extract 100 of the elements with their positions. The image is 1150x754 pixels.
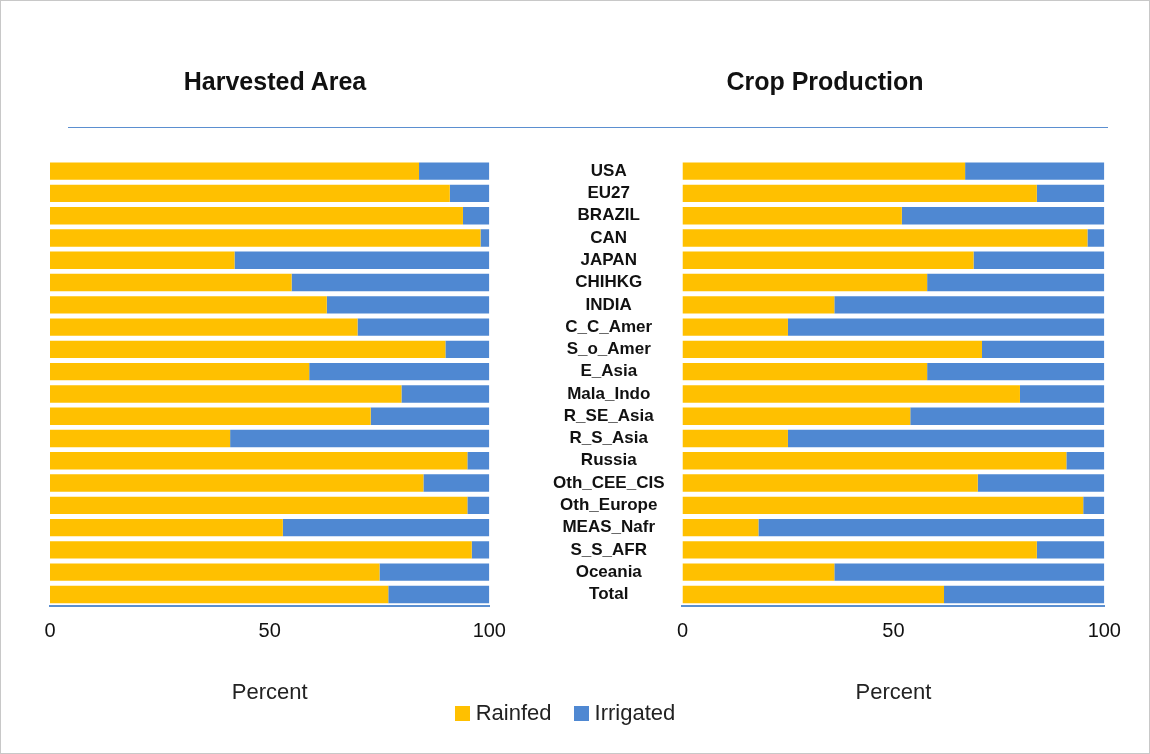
bar [467, 496, 490, 515]
bar [419, 162, 490, 180]
y-tick-label: E_Asia [580, 361, 638, 381]
bar [471, 541, 490, 559]
bar [682, 407, 911, 425]
y-tick-label: INDIA [585, 294, 632, 314]
x-tick-label: 0 [44, 619, 56, 642]
x-tick-label: 0 [676, 619, 689, 642]
bar [234, 251, 490, 269]
bar [50, 429, 231, 448]
bar [50, 585, 389, 604]
bar [834, 563, 1105, 581]
bar [682, 385, 1020, 403]
y-tick-label: CAN [590, 227, 628, 247]
bar [682, 362, 928, 381]
bar [50, 362, 310, 381]
legend-label: Rainfed [475, 700, 552, 726]
bar [682, 541, 1037, 559]
bar [50, 407, 371, 425]
bar [50, 496, 468, 515]
bar [309, 362, 490, 381]
bar [357, 318, 490, 336]
bar [682, 229, 1088, 247]
bar [50, 251, 235, 269]
bar [682, 563, 835, 581]
y-tick-label: Russia [580, 450, 638, 470]
bar [50, 162, 420, 180]
bar [50, 518, 283, 537]
y-tick-label: Oceania [575, 561, 643, 581]
y-tick-label: JAPAN [580, 249, 637, 269]
y-tick-label: Oth_Europe [560, 495, 658, 515]
bar [326, 296, 490, 314]
x-tick-label: 100 [472, 619, 506, 642]
y-tick-label: Mala_Indo [567, 383, 651, 403]
legend-label: Irrigated [594, 700, 676, 726]
bar [282, 518, 490, 537]
bar [1036, 184, 1105, 203]
bar [401, 385, 490, 403]
y-tick-label: S_o_Amer [566, 339, 652, 359]
bar [682, 518, 759, 537]
bar [910, 407, 1105, 425]
y-tick-label: BRAZIL [577, 205, 640, 225]
bar [682, 452, 1067, 470]
y-tick-label: R_S_Asia [569, 428, 649, 448]
bar [50, 340, 446, 359]
y-tick-label: Oth_CEE_CIS [552, 472, 665, 492]
bar [901, 207, 1105, 225]
bar [445, 340, 490, 359]
bar [379, 563, 490, 581]
bar [682, 474, 978, 492]
bar [834, 296, 1105, 314]
y-tick-label: USA [590, 160, 627, 180]
chart-title: Harvested Area [183, 66, 368, 95]
bar [944, 585, 1105, 604]
bar [965, 162, 1105, 180]
bar [682, 162, 966, 180]
bar [682, 184, 1037, 203]
x-tick-label: 100 [1087, 619, 1121, 642]
bar [230, 429, 490, 448]
y-tick-label: R_SE_Asia [563, 405, 655, 425]
bar [682, 318, 788, 336]
bar [50, 541, 472, 559]
bar [50, 229, 481, 247]
bar [480, 229, 490, 247]
bar [50, 273, 292, 292]
bar [370, 407, 490, 425]
bar [682, 340, 982, 359]
y-tick-label: S_S_AFR [570, 539, 647, 559]
x-axis-title: Percent [855, 678, 932, 704]
bar [682, 296, 835, 314]
y-tick-label: MEAS_Nafr [562, 517, 656, 537]
bar [50, 184, 450, 203]
bar [682, 585, 945, 604]
bar [467, 452, 490, 470]
chart-title: Crop Production [726, 66, 924, 95]
bar [1019, 385, 1105, 403]
bar [682, 496, 1084, 515]
y-tick-label: CHIHKG [575, 272, 643, 292]
bar [50, 474, 424, 492]
bar [758, 518, 1105, 537]
bar [977, 474, 1105, 492]
bar [1066, 452, 1105, 470]
bar [50, 318, 358, 336]
x-tick-label: 50 [258, 619, 281, 642]
y-tick-label: C_C_Amer [565, 316, 653, 336]
bar [50, 452, 468, 470]
bar [50, 296, 327, 314]
bar [423, 474, 490, 492]
y-tick-label: EU27 [587, 183, 630, 203]
bar [787, 429, 1105, 448]
bar [1083, 496, 1105, 515]
y-tick-label: Total [589, 584, 629, 604]
bar [787, 318, 1105, 336]
bar [682, 273, 928, 292]
bar [981, 340, 1105, 359]
bar [682, 207, 902, 225]
bar [1087, 229, 1105, 247]
bar [50, 563, 380, 581]
x-tick-label: 50 [882, 619, 905, 642]
bar [682, 251, 974, 269]
